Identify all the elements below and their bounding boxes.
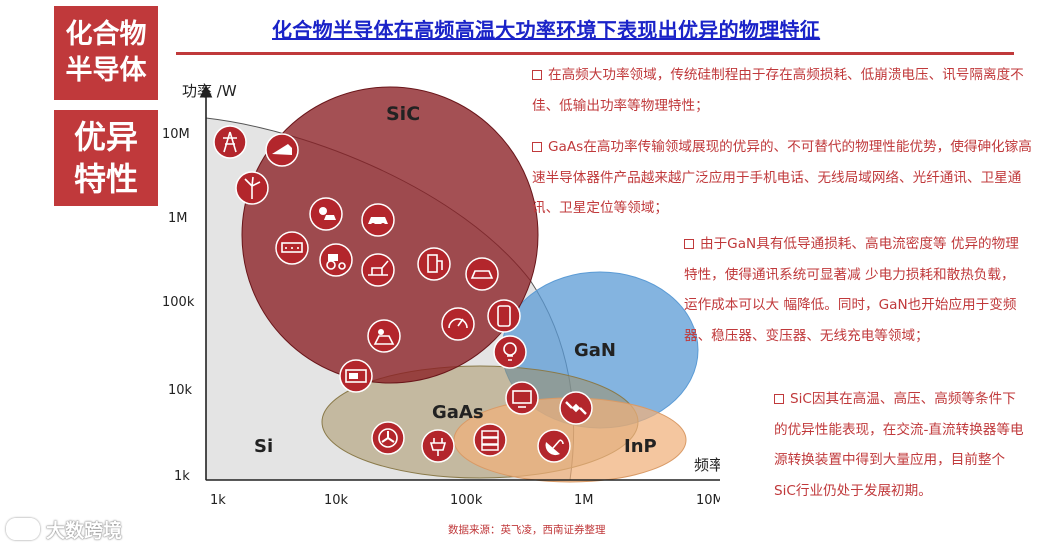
y-tick-label: 10M — [162, 127, 190, 142]
x-tick-label: 1k — [210, 493, 226, 508]
bullet-square-icon — [532, 70, 542, 80]
watermark-text: 大数跨境 — [46, 520, 123, 542]
bullet-square-icon — [532, 142, 542, 152]
bullet-square-icon — [684, 239, 694, 249]
paragraph-si: 在高频大功率领域，传统硅制程由于存在高频损耗、低崩溃电压、讯号隔离度不佳、低输出… — [532, 60, 1032, 121]
y-tick-label: 10k — [168, 383, 193, 398]
box2-line1: 优异 — [73, 118, 138, 156]
paragraph-gaas: GaAs在高功率传输领域展现的优异的、不可替代的物理性能优势，使得砷化镓高速半导… — [532, 132, 1032, 224]
monitor-icon — [505, 381, 539, 415]
train-icon — [265, 133, 299, 167]
compound-semiconductor-label-box: 化合物 半导体 — [54, 6, 158, 100]
satellite-dish-icon — [537, 429, 571, 463]
x-tick-label: 10k — [324, 493, 349, 508]
box2-line2: 特性 — [73, 160, 138, 198]
paragraph-gan-text: 由于GaN具有低导通损耗、高电流密度等 优异的物理特性，使得通讯系统可显著减 少… — [684, 236, 1019, 344]
si-region-label: Si — [254, 436, 273, 457]
ev-charger-icon — [417, 247, 451, 281]
y-tick-label: 100k — [162, 295, 195, 310]
tractor-icon — [319, 243, 353, 277]
watermark: 大数跨境 — [6, 516, 122, 543]
semiconductor-power-frequency-diagram: 功率 /W 频率 /GHz 10M 1M 100k 10k 1k 1k 10k … — [162, 82, 720, 508]
paragraph-si-text: 在高频大功率领域，传统硅制程由于存在高频损耗、低崩溃电压、讯号隔离度不佳、低输出… — [532, 67, 1024, 114]
sic-region-label: SiC — [386, 103, 420, 125]
server-icon — [473, 423, 507, 457]
y-axis-label: 功率 /W — [182, 82, 237, 100]
plug-icon — [421, 429, 455, 463]
ev-car-icon — [465, 257, 499, 291]
power-tower-icon — [213, 125, 247, 159]
x-tick-label: 10M — [696, 493, 720, 508]
x-axis-label: 频率 /GHz — [694, 456, 720, 474]
inp-region-label: InP — [624, 436, 657, 457]
box1-line1: 化合物 — [65, 19, 147, 50]
bullet-square-icon — [774, 394, 784, 404]
rail-car-icon — [275, 231, 309, 265]
y-tick-label: 1M — [168, 211, 188, 226]
fan-icon — [371, 421, 405, 455]
satellite-icon — [559, 391, 593, 425]
phone-icon — [487, 299, 521, 333]
led-bulb-icon — [493, 335, 527, 369]
paragraph-sic-text: SiC因其在高温、高压、高频等条件下的优异性能表现，在交流-直流转换器等电源转换… — [774, 391, 1024, 499]
data-source-note: 数据来源：英飞凌，西南证券整理 — [448, 524, 606, 536]
watermark-logo-icon — [6, 518, 40, 540]
x-tick-label: 1M — [574, 493, 594, 508]
paragraph-gan: 由于GaN具有低导通损耗、高电流密度等 优异的物理特性，使得通讯系统可显著减 少… — [684, 229, 1024, 351]
title-underline-rule — [176, 52, 1014, 55]
x-tick-label: 100k — [450, 493, 483, 508]
crane-truck-icon — [361, 253, 395, 287]
car-icon — [361, 203, 395, 237]
paragraph-gaas-text: GaAs在高功率传输领域展现的优异的、不可替代的物理性能优势，使得砷化镓高速半导… — [532, 139, 1032, 216]
gauge-icon — [441, 307, 475, 341]
gaas-region-label: GaAs — [432, 402, 484, 423]
wind-turbine-icon — [235, 171, 269, 205]
solar-panel-icon — [367, 319, 401, 353]
solar-sun-icon — [309, 197, 343, 231]
box1-line2: 半导体 — [65, 55, 147, 86]
paragraph-sic: SiC因其在高温、高压、高频等条件下的优异性能表现，在交流-直流转换器等电源转换… — [774, 384, 1024, 506]
gan-region-label: GaN — [574, 340, 616, 361]
y-tick-label: 1k — [174, 469, 190, 484]
microwave-icon — [339, 359, 373, 393]
excellent-properties-label-box: 优异 特性 — [54, 110, 158, 206]
page-title: 化合物半导体在高频高温大功率环境下表现出优异的物理特征 — [272, 18, 821, 42]
